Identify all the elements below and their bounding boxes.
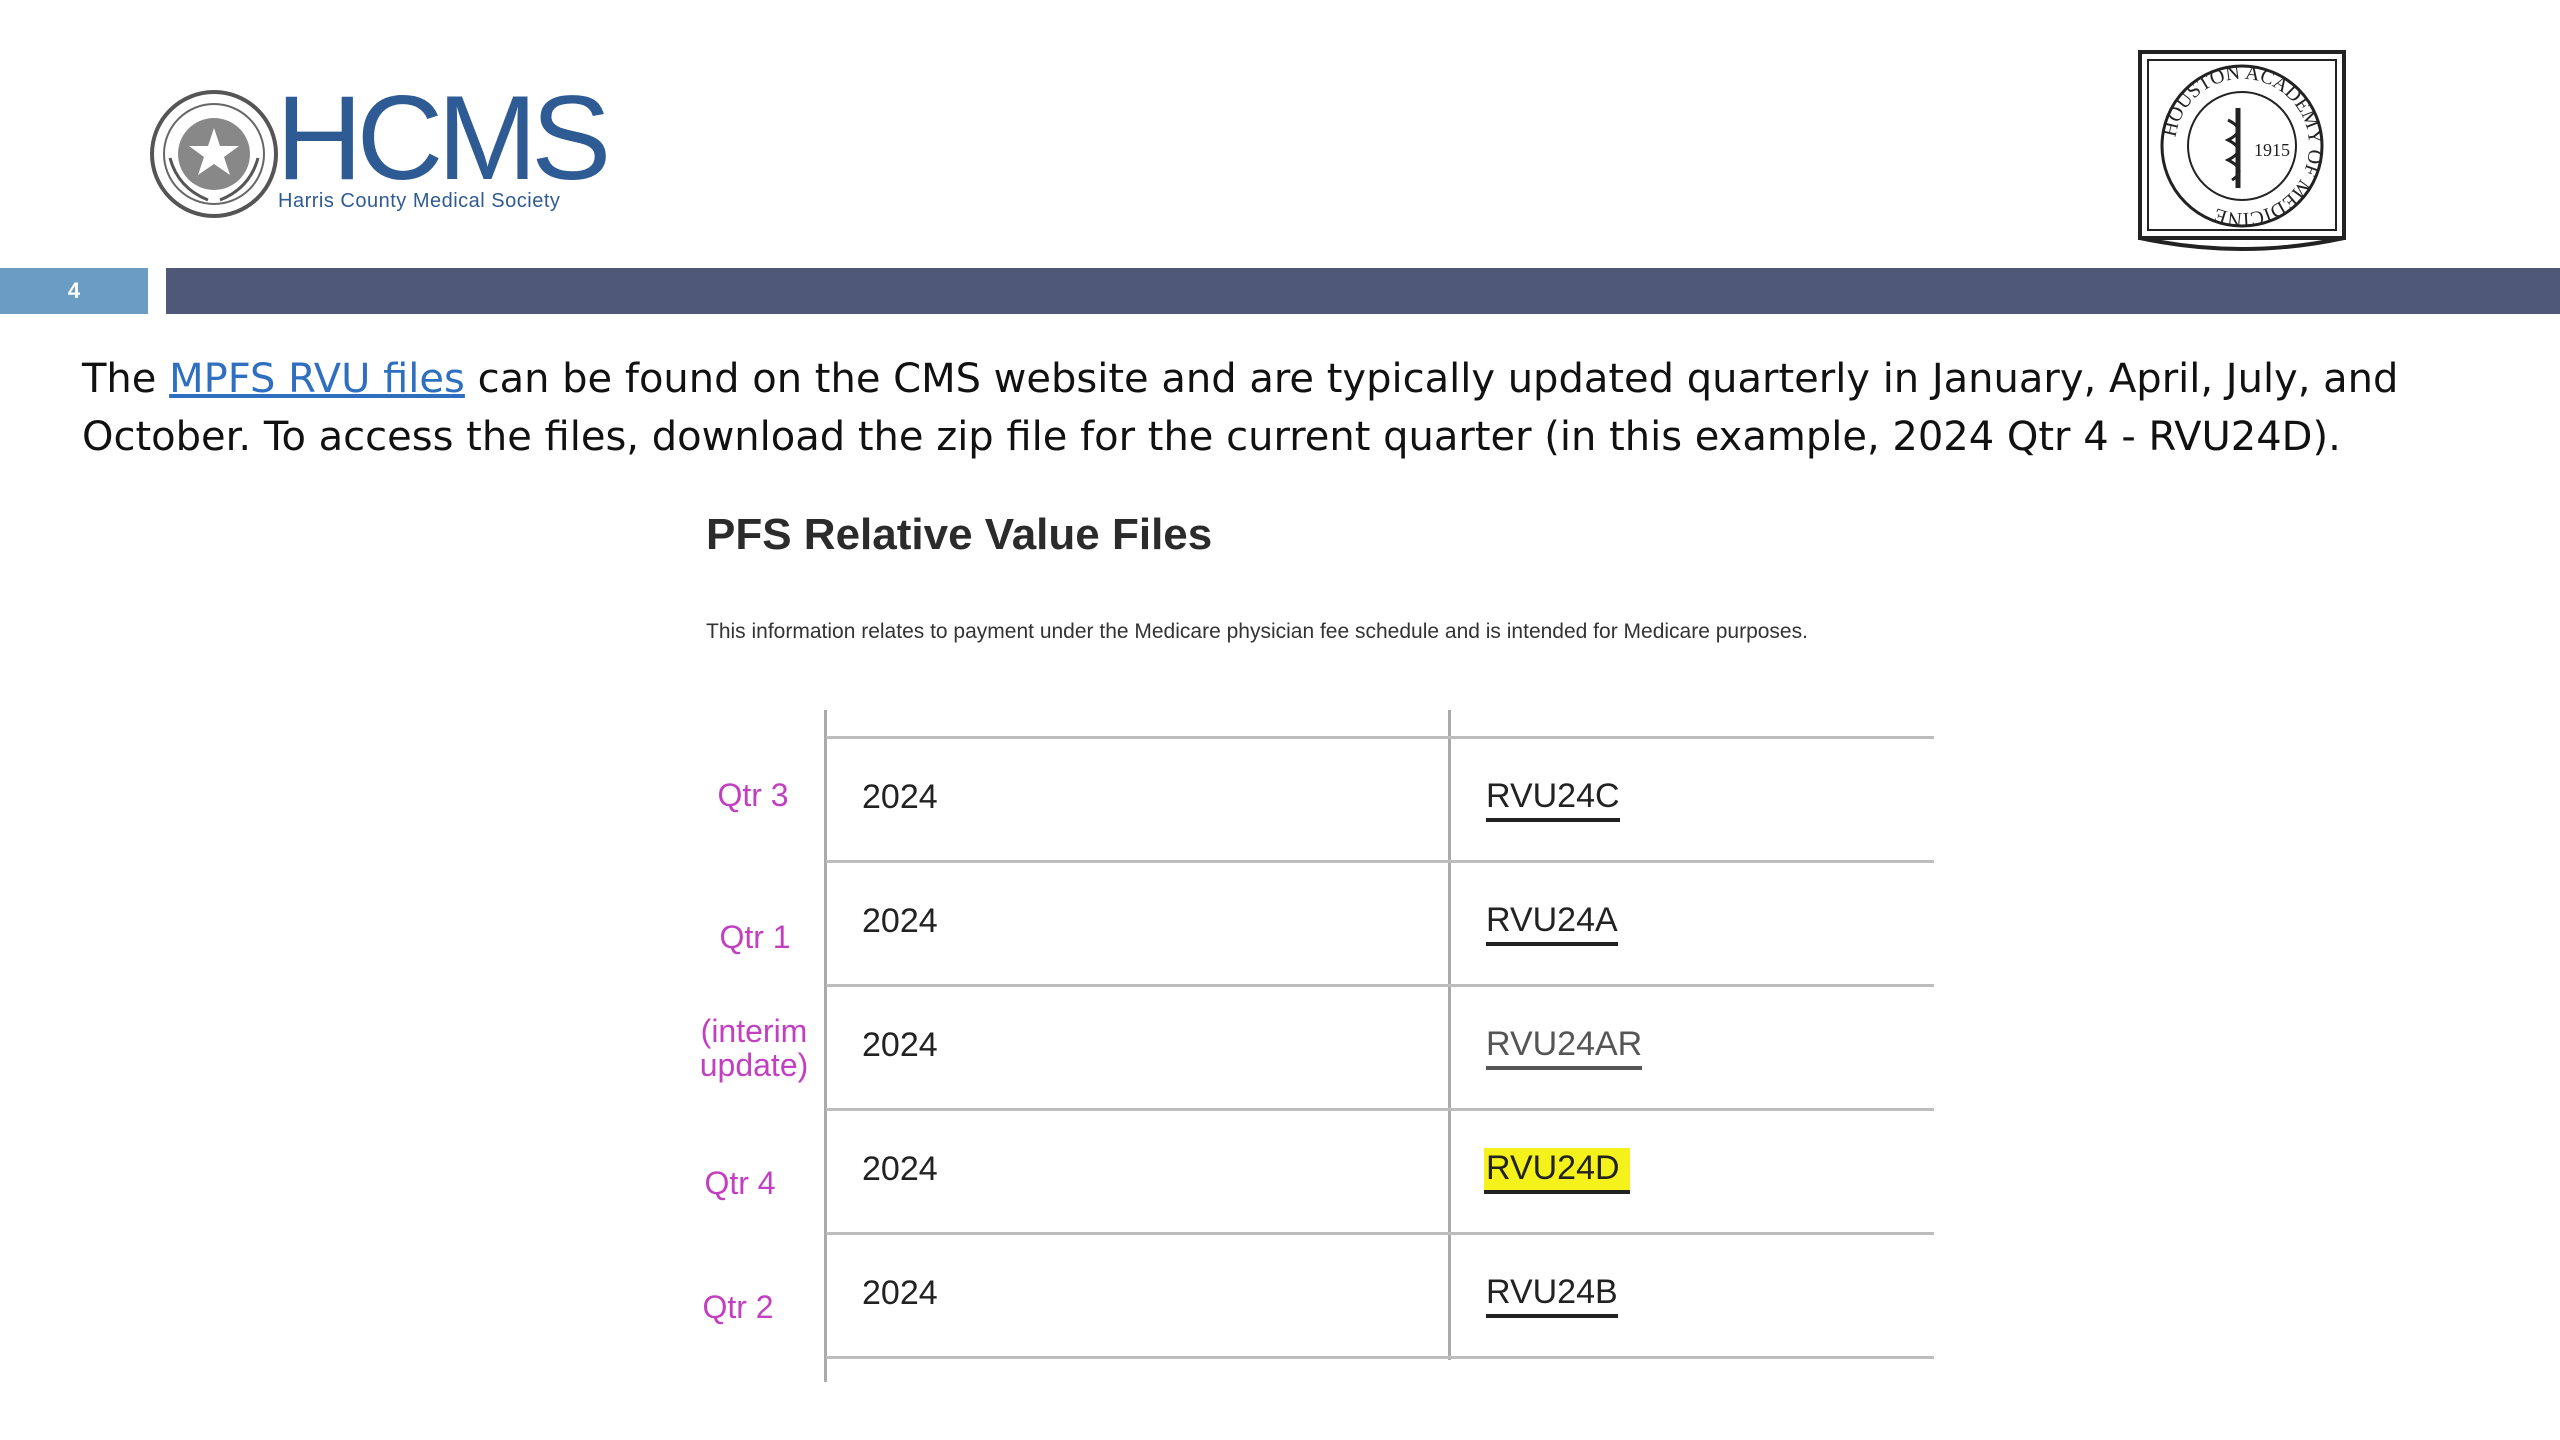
houston-academy-of-medicine-logo: HOUSTON ACADEMY OF MEDICINE 1915 [2138,50,2346,251]
table-cell-file-link[interactable]: RVU24A [1486,900,1618,946]
table-cell-year: 2024 [862,778,938,816]
hcms-seal-icon [150,90,278,218]
page-number: 4 [0,268,148,314]
table-column-divider [1448,710,1451,1360]
pfs-relative-value-files-screenshot: PFS Relative Value Files This informatio… [680,500,1940,1400]
quarter-label: Qtr 1 [719,919,791,955]
hcms-wordmark: HCMS [276,71,611,205]
hcms-logo: HCMS Harris County Medical Society [148,78,611,226]
table-cell-file-link[interactable]: RVU24AR [1486,1024,1643,1070]
table-left-border [824,710,827,1382]
table-cell-year: 2024 [862,1150,938,1188]
table-cell-year: 2024 [862,1274,938,1312]
quarter-label: (interim update) [699,1013,809,1083]
academy-year: 1915 [2254,140,2290,160]
hcms-subtitle: Harris County Medical Society [278,190,561,212]
table-row-divider [826,1232,1934,1235]
screenshot-description: This information relates to payment unde… [706,620,1808,643]
table-row-divider [826,1356,1934,1359]
quarter-label: Qtr 2 [702,1289,774,1325]
body-text-after-link: can be found on the CMS website and are … [82,356,2399,460]
title-bar [166,268,2560,314]
table-row-divider [826,736,1934,739]
table-row-divider [826,1108,1934,1111]
table-cell-file-link[interactable]: RVU24B [1486,1272,1618,1318]
rvu-files-table: Qtr 3 2024 RVU24C Qtr 1 2024 RVU24A (int… [680,710,1940,1400]
mpfs-rvu-files-link[interactable]: MPFS RVU files [169,356,465,402]
table-cell-file-link-highlighted[interactable]: RVU24D [1484,1148,1630,1194]
body-paragraph: The MPFS RVU files can be found on the C… [82,350,2482,466]
table-cell-year: 2024 [862,1026,938,1064]
quarter-label: Qtr 4 [704,1165,776,1201]
body-text-before-link: The [82,356,170,402]
quarter-label: Qtr 3 [717,777,789,813]
table-cell-year: 2024 [862,902,938,940]
table-cell-file-link[interactable]: RVU24C [1486,776,1620,822]
table-row-divider [826,984,1934,987]
screenshot-title: PFS Relative Value Files [706,510,1213,559]
table-row-divider [826,860,1934,863]
